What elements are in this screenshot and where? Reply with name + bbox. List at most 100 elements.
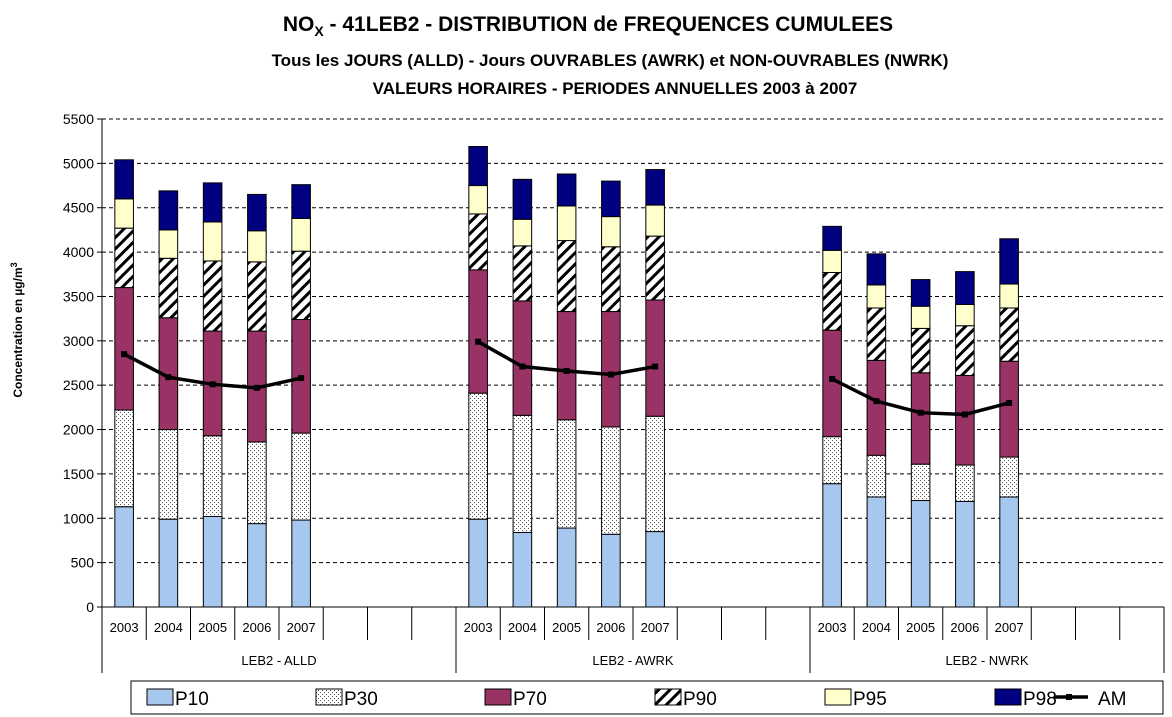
x-tick-label: 2004 [154, 620, 183, 635]
bar-segment-p30 [955, 464, 975, 502]
bar-segment-p70 [512, 300, 533, 416]
legend-swatch-p10 [146, 688, 174, 706]
am-marker [298, 375, 305, 382]
y-tick-label: 0 [86, 599, 94, 615]
am-line-layer [121, 338, 1013, 418]
chart-subtitle-2: VALEURS HORAIRES - PERIODES ANNUELLES 20… [373, 79, 858, 98]
bar-segment-p90 [247, 261, 267, 332]
bar-segment-p95 [202, 221, 223, 262]
bar-segment-p90 [866, 307, 887, 361]
bar-segment-p70 [955, 374, 975, 466]
bar-segment-p95 [601, 216, 621, 248]
bar-segment-p95 [866, 284, 887, 309]
bar-segment-p95 [512, 218, 533, 247]
x-tick-label: 2004 [508, 620, 537, 635]
bar-segment-p98 [866, 253, 887, 286]
bar-segment-p10 [910, 500, 931, 608]
legend-label: P98 [1023, 689, 1057, 710]
bar-segment-p30 [202, 435, 223, 517]
bar-segment-p98 [247, 193, 267, 232]
bar-segment-p90 [202, 260, 223, 332]
am-marker [563, 367, 570, 374]
group-label: LEB2 - AWRK [592, 653, 673, 668]
am-marker [873, 398, 880, 405]
bar-segment-p95 [158, 229, 179, 259]
bar-segment-p10 [468, 518, 488, 608]
bar-segment-p70 [468, 269, 488, 394]
gridlines [102, 118, 1164, 564]
bar-segment-p30 [114, 409, 134, 508]
bar-segment-p10 [114, 506, 134, 608]
bar-segment-p90 [999, 307, 1019, 362]
legend-label: P10 [175, 689, 209, 710]
bar-segment-p70 [999, 360, 1019, 458]
y-tick-label: 2000 [63, 422, 94, 438]
am-marker [121, 351, 128, 358]
x-tick-label: 2006 [242, 620, 271, 635]
bar-segment-p95 [645, 204, 665, 237]
bar-segment-p30 [158, 429, 179, 520]
am-marker [917, 409, 924, 416]
y-tick-label: 4000 [63, 244, 94, 260]
bar-segment-p10 [158, 518, 179, 608]
chart-title: NOX - 41LEB2 - DISTRIBUTION de FREQUENCE… [283, 13, 893, 39]
bar-segment-p95 [955, 303, 975, 327]
y-tick-label: 5000 [63, 155, 94, 171]
bar-segment-p10 [955, 500, 975, 608]
bar-segment-p90 [512, 245, 533, 302]
legend: P10 P30 P70 P90 P95 P98 AM [146, 688, 1127, 710]
legend-swatch-p90 [654, 688, 682, 706]
x-tick-label: 2005 [198, 620, 227, 635]
x-tick-label: 2007 [287, 620, 316, 635]
x-tick-label: 2004 [862, 620, 891, 635]
bar-segment-p70 [114, 287, 134, 411]
bar-segment-p98 [999, 238, 1019, 285]
am-marker [1006, 399, 1013, 406]
bar-segment-p30 [822, 436, 842, 485]
bar-segment-p98 [955, 271, 975, 305]
bar-segment-p98 [645, 169, 665, 206]
x-tick-label: 2006 [950, 620, 979, 635]
bar-segment-p30 [468, 392, 488, 520]
bar-segment-p10 [999, 496, 1019, 608]
y-tick-label: 1500 [63, 466, 94, 482]
legend-label: P30 [344, 689, 378, 710]
legend-marker-am [1066, 694, 1072, 700]
bar-segment-p10 [247, 523, 267, 608]
group-label: LEB2 - NWRK [945, 653, 1028, 668]
bar-segment-p90 [822, 271, 842, 331]
am-marker [519, 363, 526, 370]
x-tick-label: 2007 [641, 620, 670, 635]
axes: 0 500 1000 1500 2000 2500 3000 3500 4000 4500 5000… [63, 111, 1165, 673]
bar-segment-p30 [601, 426, 621, 535]
bar-segment-p30 [866, 454, 887, 498]
bar-segment-p30 [247, 441, 267, 525]
bar-segment-p98 [158, 190, 179, 231]
bar-segment-p90 [955, 325, 975, 376]
bar-segment-p30 [999, 456, 1019, 498]
bar-segment-p70 [866, 359, 887, 456]
bar-segment-p90 [158, 257, 179, 319]
y-tick-label: 2500 [63, 377, 94, 393]
x-tick-label: 2005 [552, 620, 581, 635]
bar-segment-p30 [556, 419, 577, 529]
x-tick-label: 2005 [906, 620, 935, 635]
bar-segment-p10 [512, 531, 533, 608]
bar-segment-p30 [910, 463, 931, 502]
bar-segment-p70 [601, 311, 621, 428]
bar-segment-p70 [556, 311, 577, 421]
bar-segment-p90 [291, 250, 311, 321]
legend-swatch-p98 [994, 688, 1022, 706]
am-marker [165, 374, 172, 381]
bar-segment-p95 [999, 283, 1019, 309]
group-label: LEB2 - ALLD [241, 653, 316, 668]
bar-segment-p95 [114, 198, 134, 229]
legend-label: AM [1098, 689, 1127, 710]
y-tick-label: 3500 [63, 288, 94, 304]
legend-swatch-p70 [484, 688, 512, 706]
bar-segment-p90 [910, 327, 931, 374]
bar-segment-p10 [866, 496, 887, 608]
bar-segment-p10 [556, 527, 577, 608]
x-tick-label: 2003 [464, 620, 493, 635]
